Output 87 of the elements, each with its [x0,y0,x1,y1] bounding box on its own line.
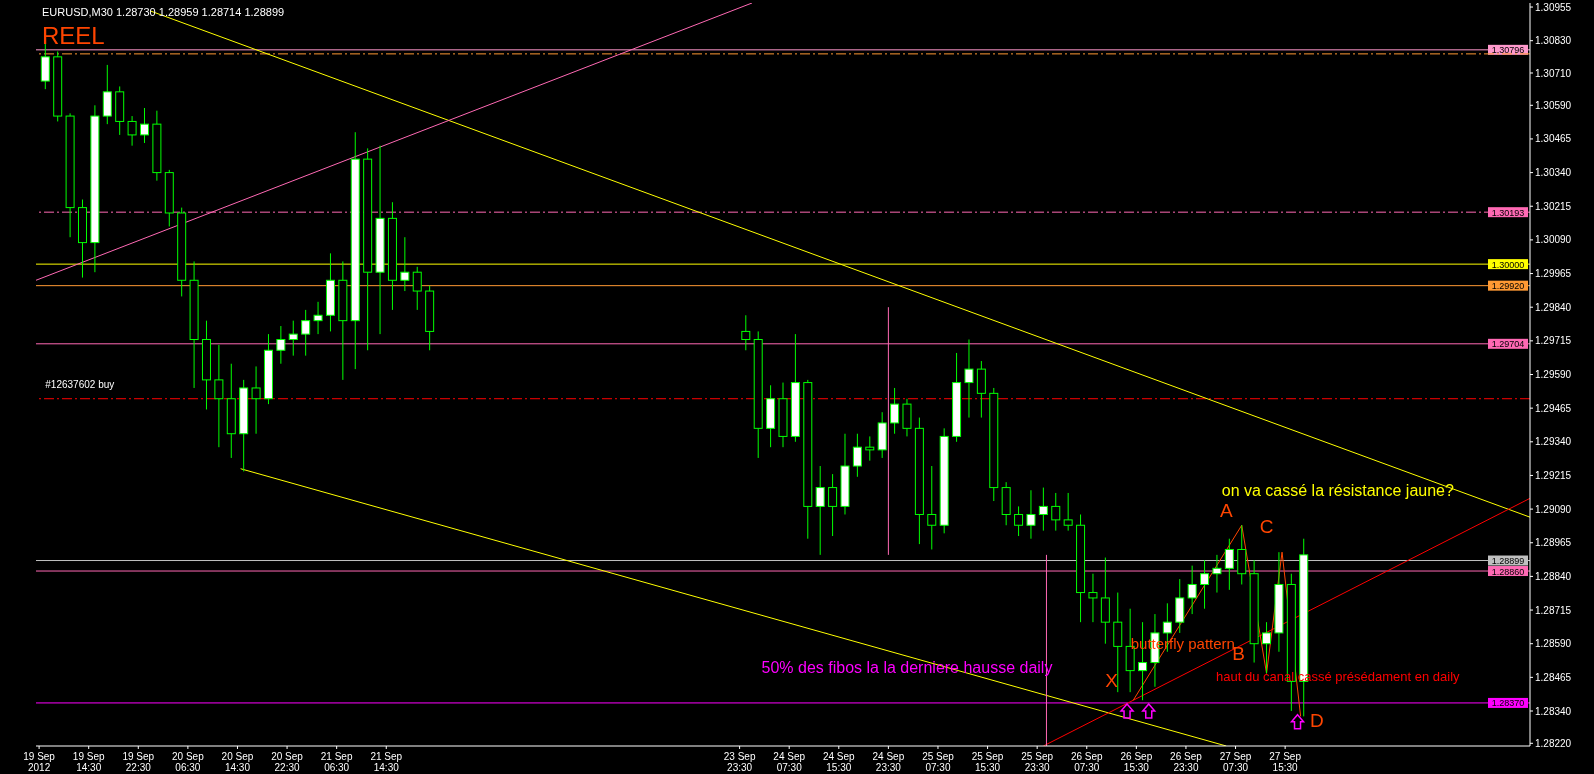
candlestick [1200,559,1210,610]
candlestick [741,314,751,351]
candlestick [1051,492,1061,532]
candlestick [1063,492,1073,532]
x-tick-label: 27 Sep 15:30 [1269,751,1302,773]
y-tick-label: 1.30090 [1535,234,1572,246]
x-tick-label: 24 Sep 07:30 [773,751,806,773]
ref-line-label: 1.28860 [1491,566,1525,577]
candlestick [927,465,937,550]
candlestick [1224,538,1234,591]
y-tick-label: 1.28220 [1535,737,1572,749]
candlestick [1262,621,1272,674]
candlestick [127,115,137,147]
y-tick-label: 1.30955 [1535,1,1572,13]
candlestick [828,473,838,537]
candlestick [288,320,298,357]
ref-line-label: 1.28899 [1491,556,1525,567]
candlestick [815,465,825,556]
x-tick-label: 20 Sep 06:30 [172,751,205,773]
candlestick [865,435,875,462]
ref-line-label: 1.29920 [1491,281,1525,292]
x-tick-label: 21 Sep 06:30 [320,751,353,773]
x-tick-label: 24 Sep 15:30 [822,751,856,773]
x-tick-label: 26 Sep 15:30 [1120,751,1153,773]
candlestick [852,433,862,478]
candlestick [400,236,410,292]
x-tick-label: 25 Sep 23:30 [1021,751,1054,773]
y-tick-label: 1.29340 [1535,436,1572,448]
x-tick-label: 20 Sep 14:30 [221,751,254,773]
annotation: D [1309,710,1324,732]
y-tick-label: 1.29090 [1535,503,1572,515]
candlestick [276,325,286,365]
candlestick [214,344,224,448]
ref-line-label: 1.29704 [1491,339,1525,350]
y-tick-label: 1.28715 [1535,604,1572,616]
x-tick-label: 25 Sep 15:30 [971,751,1004,773]
x-tick-label: 26 Sep 07:30 [1070,751,1104,773]
annotation: C [1259,516,1274,538]
y-tick-label: 1.30590 [1535,99,1572,111]
y-tick-label: 1.30710 [1535,67,1572,79]
x-tick-label: 19 Sep 22:30 [122,751,155,773]
candlestick [139,107,149,144]
y-tick-label: 1.29965 [1535,268,1572,280]
annotation: on va cassé la résistance jaune? [1221,481,1454,499]
y-tick-label: 1.29215 [1535,470,1572,481]
annotation: #12637602 buy [45,378,115,390]
candlestick [313,301,323,335]
candlestick [964,339,974,419]
candlestick [412,266,422,311]
ref-line-label: 1.28370 [1491,698,1525,709]
candlestick [1088,573,1098,623]
candlestick [1026,489,1036,540]
candlestick [251,365,261,435]
candlestick [1212,554,1222,594]
y-tick-label: 1.29465 [1535,402,1572,414]
y-tick-label: 1.28840 [1535,570,1572,582]
candlestick [1038,487,1048,532]
annotation: REEL [42,22,105,49]
x-tick-label: 23 Sep 23:30 [723,751,756,773]
x-tick-label: 20 Sep 22:30 [271,751,304,773]
y-tick-label: 1.30830 [1535,35,1572,47]
x-tick-label: 24 Sep 23:30 [872,751,905,773]
candlestick [1014,505,1024,537]
x-tick-label: 19 Sep 2012 [23,751,56,773]
y-tick-label: 1.30465 [1535,133,1572,145]
chart-title: EURUSD,M30 1.28730 1.28959 1.28714 1.28899 [42,6,285,18]
candlestick [301,309,311,357]
ref-line-label: 1.30193 [1491,207,1525,218]
x-tick-label: 21 Sep 14:30 [370,751,403,773]
y-tick-label: 1.28340 [1535,705,1572,717]
candlestick [890,387,900,435]
ref-line-label: 1.30000 [1491,259,1525,270]
x-tick-label: 26 Sep 23:30 [1170,751,1203,773]
y-tick-label: 1.28590 [1535,638,1572,650]
y-tick-label: 1.30215 [1535,200,1572,212]
candlestick [1187,565,1197,615]
y-tick-label: 1.29840 [1535,301,1572,313]
x-tick-label: 27 Sep 07:30 [1219,751,1252,773]
y-tick-label: 1.29715 [1535,335,1572,347]
y-tick-label: 1.28465 [1535,671,1572,683]
ref-line-label: 1.30796 [1491,45,1525,56]
y-tick-label: 1.29590 [1535,369,1572,381]
y-tick-label: 1.28965 [1535,537,1572,549]
x-tick-label: 19 Sep 14:30 [72,751,105,773]
annotation: A [1219,500,1233,522]
x-tick-label: 25 Sep 07:30 [922,751,955,773]
y-tick-label: 1.30340 [1535,167,1572,179]
